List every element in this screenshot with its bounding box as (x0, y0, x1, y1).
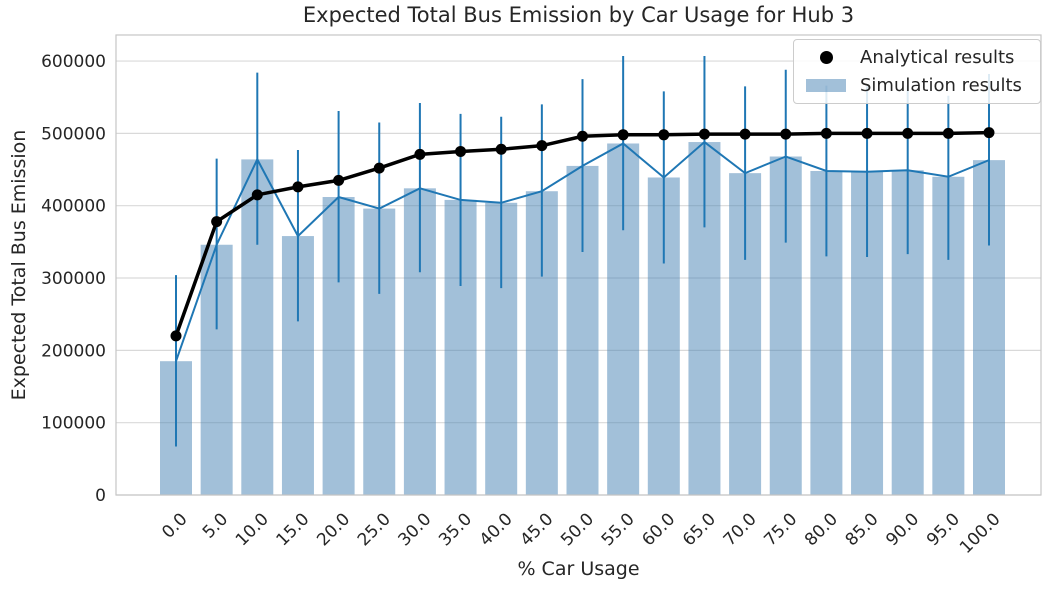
plot-border (115, 34, 1042, 496)
patch-marker-box (802, 78, 850, 92)
analytical-point (455, 145, 467, 157)
analytical-point (861, 127, 873, 139)
analytical-point (414, 148, 426, 160)
x-tick-label: 40.0 (476, 509, 517, 550)
legend-label-analytical: Analytical results (860, 47, 1015, 69)
dot-marker-box (802, 51, 850, 65)
y-tick-label: 300000 (41, 269, 106, 289)
x-tick-label: 65.0 (679, 509, 720, 550)
analytical-point (780, 128, 792, 140)
analytical-point (536, 140, 548, 152)
simulation-patch-marker (806, 78, 846, 92)
analytical-point (739, 128, 751, 140)
x-tick-label: 45.0 (516, 509, 557, 550)
y-tick-label: 600000 (41, 52, 106, 72)
x-tick-label: 20.0 (313, 509, 354, 550)
x-tick-label: 10.0 (232, 509, 273, 550)
x-tick-label: 60.0 (638, 509, 679, 550)
analytical-point (251, 189, 263, 201)
analytical-point (942, 127, 954, 139)
analytical-point (658, 129, 670, 141)
analytical-point (698, 128, 710, 140)
x-tick-label: 90.0 (882, 509, 923, 550)
x-tick-label: 25.0 (354, 509, 395, 550)
analytical-point (983, 127, 995, 139)
analytical-point (820, 127, 832, 139)
analytical-point (373, 162, 385, 174)
x-tick-label: 85.0 (842, 509, 883, 550)
analytical-point (333, 174, 345, 186)
x-axis-label: % Car Usage (517, 558, 640, 580)
x-tick-label: 5.0 (199, 509, 232, 542)
y-tick-label: 100000 (41, 414, 106, 434)
x-tick-label: 55.0 (598, 509, 639, 550)
analytical-point (211, 216, 223, 228)
analytical-point (902, 127, 914, 139)
analytical-point (170, 330, 182, 342)
chart-title: Expected Total Bus Emission by Car Usage… (302, 3, 855, 27)
x-tick-label: 70.0 (720, 509, 761, 550)
analytical-dot-marker (819, 51, 833, 65)
x-tick-label: 35.0 (435, 509, 476, 550)
analytical-point (617, 129, 629, 141)
x-tick-label: 50.0 (557, 509, 598, 550)
legend: Analytical results Simulation results (793, 39, 1041, 104)
x-tick-label: 100.0 (956, 509, 1005, 558)
simulation-line (175, 140, 990, 362)
x-tick-label: 75.0 (760, 509, 801, 550)
analytical-point (292, 181, 304, 193)
x-tick-label: 15.0 (273, 509, 314, 550)
x-tick-label: 30.0 (395, 509, 436, 550)
y-tick-label: 400000 (41, 197, 106, 217)
x-tick-label: 0.0 (158, 509, 191, 542)
analytical-point (577, 130, 588, 142)
legend-label-simulation: Simulation results (860, 74, 1022, 96)
analytical-point (495, 143, 507, 155)
y-tick-label: 200000 (41, 341, 106, 361)
y-tick-label: 500000 (41, 124, 106, 144)
y-tick-label: 0 (95, 486, 106, 506)
x-tick-label: 80.0 (801, 509, 842, 550)
legend-item-analytical: Analytical results (802, 45, 1032, 71)
legend-item-simulation: Simulation results (802, 72, 1032, 98)
